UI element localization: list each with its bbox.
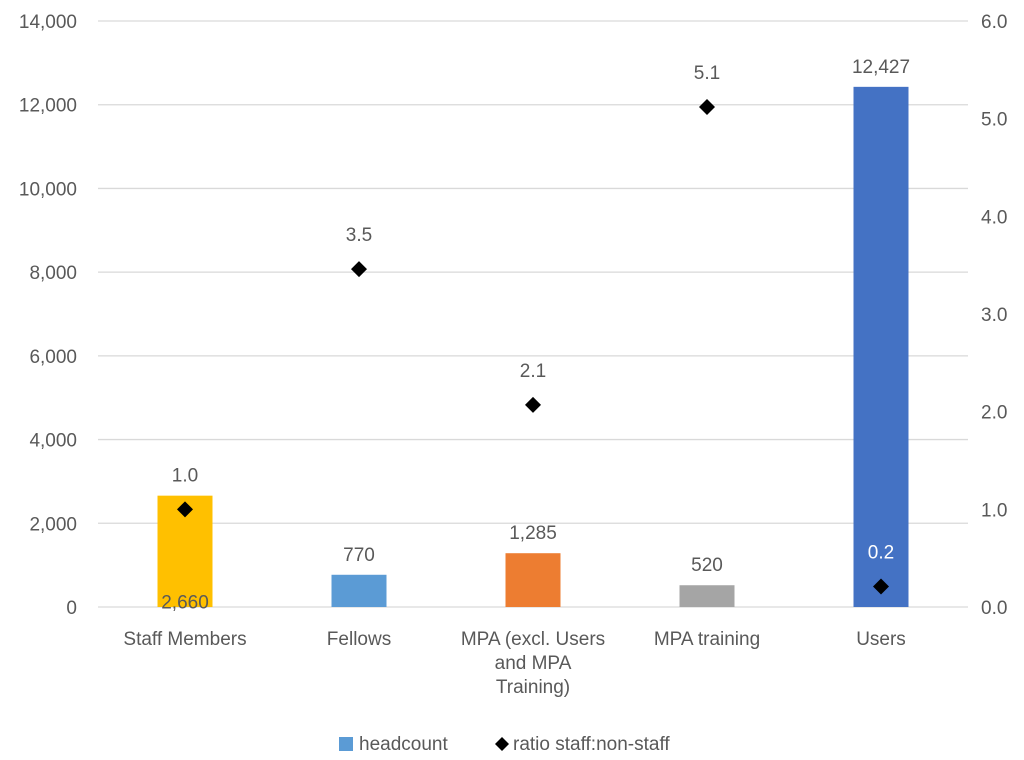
left-tick-label: 4,000 [29, 431, 77, 452]
category-axis: Staff Members Fellows MPA (excl. Users and … [123, 629, 905, 698]
headcount-labels: 2,660 770 1,285 520 12,427 [161, 57, 910, 614]
category-label: Fellows [327, 629, 391, 650]
category-label: MPA (excl. Users [461, 629, 605, 650]
ratio-labels: 1.0 3.5 2.1 5.1 0.2 [172, 63, 894, 564]
category-label: and MPA [495, 653, 572, 674]
left-tick-label: 0 [66, 598, 77, 619]
right-axis: 0.0 1.0 2.0 3.0 4.0 5.0 6.0 [981, 12, 1007, 619]
ratio-label: 1.0 [172, 465, 198, 486]
headcount-label: 520 [691, 555, 723, 576]
left-tick-label: 2,000 [29, 514, 77, 535]
ratio-label: 2.1 [520, 361, 546, 382]
ratio-label: 5.1 [694, 63, 720, 84]
ratio-marker [351, 261, 367, 278]
ratio-marker [699, 98, 715, 115]
ratio-markers [177, 98, 889, 595]
left-tick-label: 10,000 [19, 179, 77, 200]
right-tick-label: 6.0 [981, 12, 1007, 33]
left-tick-label: 6,000 [29, 347, 77, 368]
right-tick-label: 2.0 [981, 403, 1007, 424]
headcount-label: 2,660 [161, 593, 209, 614]
left-axis: 0 2,000 4,000 6,000 8,000 10,000 12,000 14,000 [19, 12, 77, 619]
ratio-label: 0.2 [868, 542, 894, 563]
right-tick-label: 5.0 [981, 110, 1007, 131]
headcount-bar [679, 585, 735, 607]
right-tick-label: 4.0 [981, 207, 1007, 228]
ratio-marker [873, 578, 889, 595]
gridlines [98, 20, 968, 608]
ratio-label: 3.5 [346, 225, 372, 246]
headcount-label: 770 [343, 545, 375, 566]
right-tick-label: 0.0 [981, 598, 1007, 619]
headcount-label: 1,285 [509, 523, 557, 544]
legend-swatch-headcount [339, 737, 353, 751]
legend: headcount ratio staff:non-staff [339, 734, 670, 755]
right-tick-label: 1.0 [981, 500, 1007, 521]
right-tick-label: 3.0 [981, 305, 1007, 326]
headcount-bars [157, 86, 909, 607]
headcount-label: 12,427 [852, 57, 910, 78]
ratio-marker [525, 396, 541, 413]
category-label: Staff Members [123, 629, 246, 650]
headcount-bar [331, 574, 387, 607]
category-label: MPA training [654, 629, 760, 650]
category-label: Users [856, 629, 906, 650]
ratio-marker [177, 501, 193, 518]
legend-label-ratio: ratio staff:non-staff [513, 734, 670, 755]
left-tick-label: 14,000 [19, 12, 77, 33]
legend-label-headcount: headcount [359, 734, 448, 755]
headcount-bar [853, 86, 909, 607]
left-tick-label: 8,000 [29, 263, 77, 284]
legend-swatch-ratio [495, 737, 509, 751]
category-label: Training) [496, 677, 570, 698]
left-tick-label: 12,000 [19, 96, 77, 117]
headcount-bar [505, 553, 561, 607]
